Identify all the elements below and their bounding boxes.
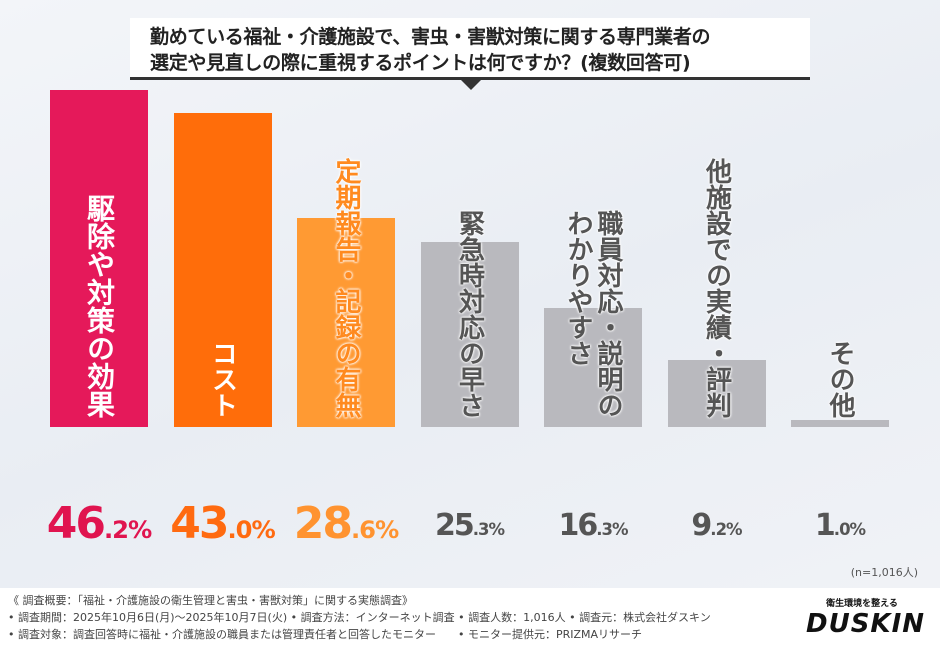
value-label: 9.2% [691,508,742,543]
logo-tagline: 衛生環境を整える [826,599,898,609]
value-decimal: .6% [350,516,399,544]
value-decimal: .3% [596,520,628,539]
value-number: 46 [46,498,106,549]
bar-3 [297,218,395,427]
title-pointer [461,80,481,90]
value-label: 28.6% [293,498,400,549]
bar-4 [420,242,519,427]
bar-5 [544,308,642,427]
chart-title: 勤めている福祉・介護施設で、害虫・害獣対策に関する専門業者の 選定や見直しの際に… [150,24,711,76]
value-label: 46.2% [46,498,153,549]
title-line-2: 選定や見直しの際に重視するポイントは何ですか？(複数回答可) [150,52,691,74]
value-label: 1.0% [814,508,866,543]
bar-label: 緊急時対応の早さ [454,210,485,418]
value-number: 16 [558,508,598,543]
value-decimal: .3% [472,520,505,539]
logo-brand: DUSKIN [806,609,926,639]
value-label: 25.3% [434,508,505,543]
bar-2 [173,113,272,427]
title-line-1: 勤めている福祉・介護施設で、害虫・害獣対策に関する専門業者の [150,26,711,48]
value-number: 9 [691,508,712,543]
bar-7 [791,419,889,427]
duskin-logo: 衛生環境を整える DUSKIN [806,596,926,639]
value-decimal: .2% [710,520,742,539]
value-decimal: .2% [103,516,152,544]
bar-label: 他施設での実績・評判 [701,158,732,418]
value-label: 16.3% [558,508,628,543]
bar-label: その他 [825,340,855,418]
sample-size-note: (n=1,016人) [850,566,918,579]
bar-1 [50,89,148,427]
value-number: 28 [293,498,353,549]
survey-footer: 《 調査概要：「福祉・介護施設の衛生管理と害虫・害獣対策」に関する実態調査》 •… [0,588,940,650]
survey-details: • 調査期間：2025年10月6日(月)～2025年10月7日(火) • 調査方… [8,611,711,624]
bar-label: コスト [207,340,238,418]
bar-6 [667,359,766,427]
value-number: 25 [434,508,475,543]
bar-chart: 駆除や対策の効果 46.2% コスト 43.0% 定期報告・記録の有無 28.6% 緊急時対… [46,89,889,549]
value-number: 43 [170,498,229,549]
survey-summary: 《 調査概要：「福祉・介護施設の衛生管理と害虫・害獣対策」に関する実態調査》 [8,594,413,607]
bar-label: 職員対応・説明の わかりやすさ [563,210,623,418]
survey-target: • 調査対象：調査回答時に福祉・介護施設の職員または管理責任者と回答したモニター… [8,628,643,641]
value-label: 43.0% [170,498,276,549]
value-number: 1 [814,508,836,543]
value-decimal: .0% [833,520,866,539]
chart-title-box: 勤めている福祉・介護施設で、害虫・害獣対策に関する専門業者の 選定や見直しの際に… [130,18,810,80]
bar-label: 定期報告・記録の有無 [331,158,361,418]
bar-label: 駆除や対策の効果 [83,194,116,418]
value-decimal: .0% [227,516,275,544]
